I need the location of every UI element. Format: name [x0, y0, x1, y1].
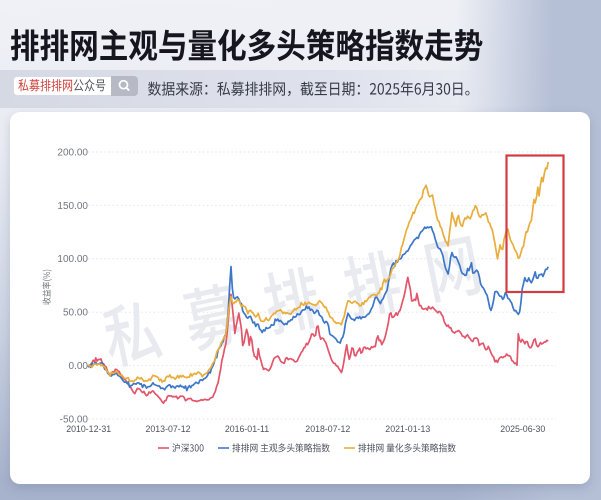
svg-text:0.00: 0.00 [69, 361, 89, 372]
svg-text:50.00: 50.00 [63, 308, 88, 319]
svg-text:100.00: 100.00 [57, 254, 88, 265]
svg-text:2010-12-31: 2010-12-31 [66, 424, 111, 434]
svg-text:2018-07-12: 2018-07-12 [305, 424, 350, 434]
svg-text:2025-06-30: 2025-06-30 [500, 424, 545, 434]
svg-text:2013-07-12: 2013-07-12 [146, 424, 191, 434]
svg-text:-50.00: -50.00 [60, 414, 89, 425]
svg-text:200.00: 200.00 [57, 147, 88, 158]
svg-text:2016-01-11: 2016-01-11 [225, 424, 269, 434]
svg-text:150.00: 150.00 [57, 201, 88, 212]
svg-text:2021-01-13: 2021-01-13 [385, 424, 430, 434]
